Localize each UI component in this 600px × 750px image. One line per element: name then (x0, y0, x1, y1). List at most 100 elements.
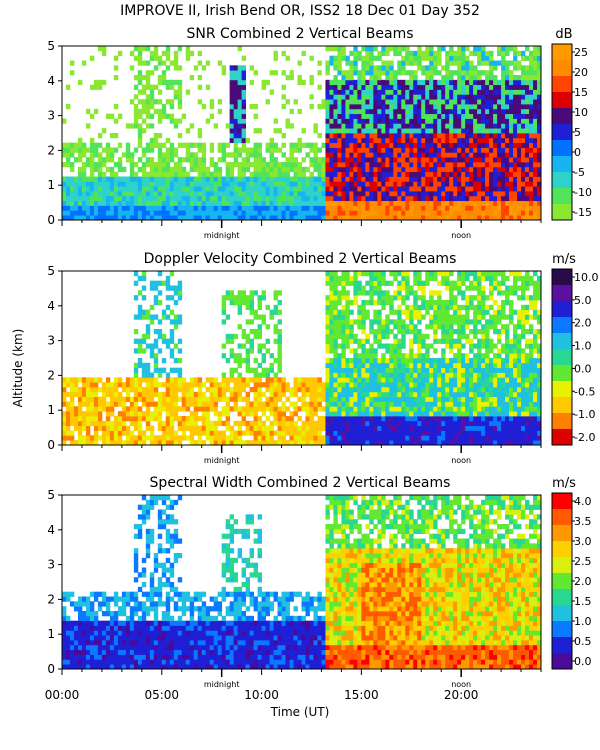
snr-cell (397, 137, 402, 144)
velocity-cell (181, 425, 187, 431)
snr-cell (113, 186, 119, 192)
snr-cell (201, 142, 207, 148)
snr-cell (457, 55, 462, 61)
snr-cell (385, 123, 390, 129)
snr-cell (501, 147, 506, 153)
snr-cell (397, 65, 402, 71)
snr-cell (77, 200, 83, 206)
snr-cell (533, 205, 538, 211)
snr-cell (405, 94, 410, 100)
velocity-cell (173, 358, 179, 364)
snr-cell (381, 128, 386, 134)
snr-cell (153, 108, 159, 115)
snr-cell (333, 84, 338, 90)
snr-cell (189, 157, 195, 163)
snr-cell (145, 171, 151, 177)
velocity-cell (233, 440, 239, 446)
snr-cell (161, 152, 167, 158)
snr-cell (313, 186, 318, 192)
velocity-cell (417, 435, 422, 441)
velocity-cell (293, 377, 298, 383)
velocity-cell (269, 435, 274, 441)
snr-cell (417, 84, 422, 90)
velocity-cell (261, 290, 266, 296)
snr-cell (313, 176, 318, 182)
velocity-cell (237, 377, 243, 383)
velocity-cell (233, 420, 239, 427)
velocity-cell (377, 280, 382, 286)
velocity-cell (409, 314, 414, 320)
snr-cell (529, 152, 534, 158)
velocity-cell (165, 396, 171, 402)
velocity-cell (189, 391, 195, 398)
snr-cell (289, 108, 294, 115)
snr-cell (297, 195, 302, 202)
velocity-cell (357, 411, 362, 417)
snr-cell (369, 104, 374, 110)
velocity-cell (225, 406, 231, 412)
velocity-cell (301, 430, 306, 436)
snr-cell (473, 65, 478, 71)
snr-cell (445, 84, 450, 90)
snr-cell (281, 84, 286, 90)
snr-cell (141, 147, 147, 153)
snr-cell (62, 162, 67, 168)
snr-cell (209, 205, 215, 211)
velocity-cell (373, 367, 378, 373)
velocity-cell (361, 300, 366, 306)
velocity-cell (237, 391, 243, 398)
velocity-cell (185, 401, 191, 407)
snr-cell (209, 113, 215, 119)
velocity-cell (153, 401, 159, 407)
snr-cell (369, 176, 374, 182)
snr-cell (537, 200, 542, 206)
velocity-cell (169, 367, 175, 373)
velocity-cell (277, 416, 282, 422)
velocity-cell (373, 382, 378, 388)
velocity-cell (273, 387, 278, 393)
snr-cell (341, 46, 346, 52)
velocity-cell (245, 362, 251, 369)
velocity-cell (77, 401, 83, 407)
snr-cell (305, 176, 310, 182)
snr-cell (369, 75, 374, 81)
snr-cell (241, 215, 247, 221)
snr-cell (133, 176, 139, 182)
velocity-cell (341, 416, 346, 422)
snr-cell (417, 166, 422, 173)
velocity-cell (209, 387, 215, 393)
snr-cell (229, 152, 235, 158)
velocity-cell (365, 425, 370, 431)
snr-cell (349, 147, 354, 153)
snr-cell (421, 176, 426, 182)
velocity-cell (225, 411, 231, 417)
snr-cell (361, 55, 366, 61)
snr-cell (273, 128, 278, 134)
snr-cell (517, 75, 522, 81)
snr-cell (441, 65, 446, 71)
snr-cell (225, 200, 231, 206)
snr-cell (145, 195, 151, 202)
snr-cell (429, 123, 434, 129)
snr-cell (377, 89, 382, 95)
snr-cell (361, 113, 366, 119)
snr-cell (513, 113, 518, 119)
snr-cell (177, 118, 183, 124)
snr-cell (521, 118, 526, 124)
snr-cell (281, 186, 286, 192)
snr-cell (537, 108, 542, 115)
snr-cell (265, 205, 270, 211)
velocity-cell (349, 338, 354, 344)
snr-cell (133, 215, 139, 221)
snr-cell (105, 176, 111, 182)
snr-cell (369, 137, 374, 144)
snr-cell (365, 176, 370, 182)
snr-cell (153, 65, 159, 71)
snr-cell (249, 171, 254, 177)
snr-cell (385, 191, 390, 197)
snr-cell (469, 186, 474, 192)
velocity-cell (425, 406, 430, 412)
snr-cell (289, 70, 294, 76)
snr-cell (361, 166, 366, 173)
velocity-cell (361, 440, 366, 446)
